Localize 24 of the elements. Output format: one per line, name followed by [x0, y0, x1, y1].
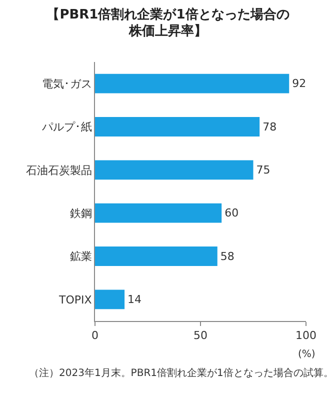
x-tick-label: 100 — [296, 329, 316, 342]
y-tick-label: 電気･ガス — [42, 77, 92, 90]
bar — [95, 203, 222, 223]
data-label: 14 — [128, 292, 142, 306]
bar — [95, 246, 218, 266]
data-label: 92 — [292, 77, 306, 90]
x-axis-title: (%) — [298, 349, 316, 360]
x-tick-label: 0 — [92, 329, 98, 342]
bar — [95, 74, 290, 94]
y-tick-label: TOPIX — [58, 293, 92, 306]
y-tick-label: パルプ･紙 — [40, 120, 92, 134]
y-tick-label: 鉱業 — [70, 250, 92, 264]
data-label: 60 — [224, 206, 239, 220]
text: （注）2023年1月末。PBR1倍割れ企業が1倍となった場合の試算。 — [29, 367, 334, 379]
data-label: 75 — [256, 163, 270, 176]
data-label: 78 — [262, 120, 277, 134]
data-label: 58 — [220, 250, 234, 263]
bar — [95, 290, 125, 310]
y-tick-label: 石油石炭製品 — [26, 164, 92, 177]
bar — [95, 160, 254, 180]
y-tick-label: 鉄鋼 — [70, 206, 92, 220]
chart-title: 【PBR1倍割れ企業が1倍となった場合の株価上昇率】 — [46, 6, 290, 40]
x-tick-label: 50 — [194, 329, 208, 342]
bar — [95, 117, 260, 136]
